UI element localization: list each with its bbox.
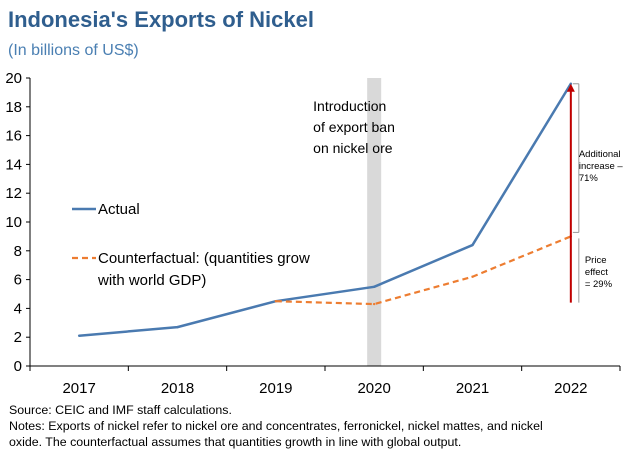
additional-increase-label: 71% xyxy=(579,173,599,184)
notes: Notes: Exports of nickel refer to nickel… xyxy=(9,418,543,450)
notes-line-1: Notes: Exports of nickel refer to nickel… xyxy=(9,419,543,433)
ban-annotation: on nickel ore xyxy=(313,140,393,156)
y-tick-label: 4 xyxy=(14,300,22,317)
additional-increase-label: Additional xyxy=(579,149,621,160)
legend-counterfactual-label: with world GDP) xyxy=(97,272,206,289)
x-tick-label: 2019 xyxy=(259,380,292,397)
series-line-counterfactual xyxy=(275,235,572,306)
notes-line-2: oxide. The counterfactual assumes that q… xyxy=(9,435,462,449)
export-ban-band xyxy=(367,78,382,366)
chart-plot-area: 0 2 4 6 8 10 12 14 16 18 20 2017 2018 2019 2020 2021 202… xyxy=(5,70,624,397)
y-tick-label: 8 xyxy=(14,243,22,260)
legend-counterfactual-label: Counterfactual: (quantities grow xyxy=(98,250,310,267)
price-effect-label: Price xyxy=(585,255,607,266)
additional-increase-label: increase – xyxy=(579,161,624,172)
y-tick-label: 14 xyxy=(5,156,22,173)
price-effect-label: effect xyxy=(585,267,608,278)
x-tick-label: 2018 xyxy=(161,380,194,397)
x-tick-label: 2020 xyxy=(357,380,390,397)
x-tick-label: 2017 xyxy=(62,380,95,397)
y-tick-label: 0 xyxy=(14,358,22,375)
data-point-actual xyxy=(77,334,81,337)
y-tick-label: 2 xyxy=(14,329,22,346)
y-tick-label: 6 xyxy=(14,272,22,289)
price-effect-label: = 29% xyxy=(585,279,613,290)
y-tick-label: 18 xyxy=(5,99,22,116)
chart-title: Indonesia's Exports of Nickel xyxy=(8,7,314,32)
chart-subtitle: (In billions of US$) xyxy=(8,42,139,59)
ban-annotation: of export ban xyxy=(313,119,395,135)
x-tick-label: 2021 xyxy=(456,380,489,397)
series-line-actual xyxy=(79,83,572,338)
data-point-counterfactual xyxy=(274,300,278,303)
y-tick-label: 10 xyxy=(5,214,22,231)
data-point-counterfactual xyxy=(471,275,474,278)
data-point-counterfactual xyxy=(372,302,376,306)
y-tick-label: 20 xyxy=(5,70,22,87)
increase-arrow-head xyxy=(566,83,575,92)
x-tick-label: 2022 xyxy=(554,380,587,397)
legend-actual-label: Actual xyxy=(98,201,140,218)
source-note: Source: CEIC and IMF staff calculations. xyxy=(9,403,232,417)
y-tick-label: 16 xyxy=(5,128,22,145)
ban-annotation: Introduction xyxy=(313,98,386,114)
y-tick-label: 12 xyxy=(5,185,22,202)
data-point-actual xyxy=(372,285,376,288)
data-point-actual xyxy=(471,243,474,247)
data-point-actual xyxy=(176,325,179,329)
